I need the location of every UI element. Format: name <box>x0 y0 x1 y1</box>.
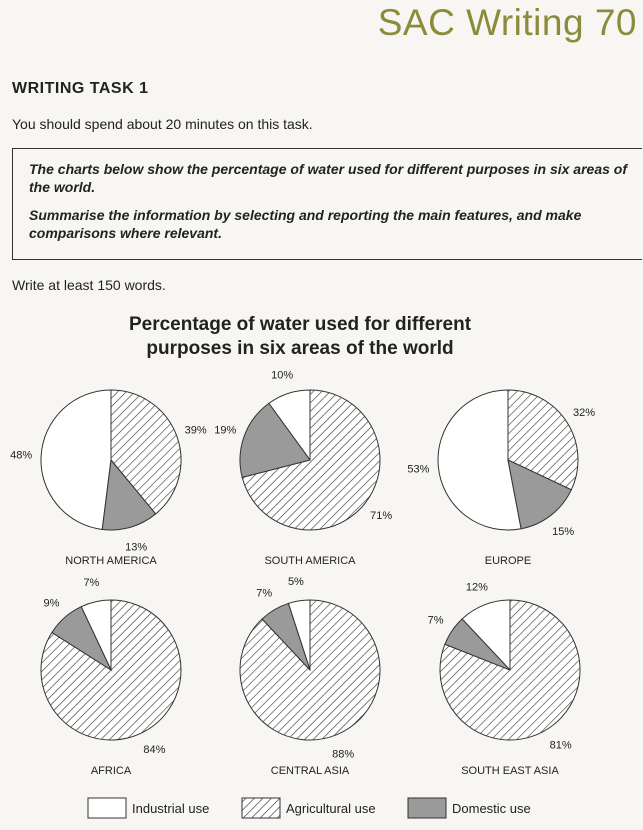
region-label: EUROPE <box>485 555 531 567</box>
data-label: 5% <box>288 576 304 588</box>
slice-domestic-use <box>239 402 311 479</box>
data-label: 53% <box>407 464 429 476</box>
pie-central-asia: 5% 88% 7% CENTRAL ASIA <box>239 576 381 777</box>
legend-swatch <box>407 797 447 819</box>
data-label: 7% <box>256 588 272 600</box>
region-label: CENTRAL ASIA <box>271 765 350 777</box>
data-label: 15% <box>552 526 574 538</box>
data-label: 71% <box>370 510 392 522</box>
legend-swatch <box>87 797 127 819</box>
slice-domestic-use <box>444 618 511 671</box>
legend-item-agricultural-use: Agricultural use <box>241 797 376 819</box>
time-instruction: You should spend about 20 minutes on thi… <box>12 116 313 132</box>
prompt-instruction: Summarise the information by selecting a… <box>29 207 582 241</box>
pie-south-america: 10% 71% 19% SOUTH AMERICA <box>214 369 392 567</box>
data-label: 39% <box>185 425 207 437</box>
slice-domestic-use <box>261 602 311 671</box>
pie-europe: 53% 32% 15% EUROPE <box>407 389 595 567</box>
slice-agricultural-use <box>110 389 182 515</box>
data-label: 84% <box>143 744 165 756</box>
region-label: SOUTH AMERICA <box>264 555 356 567</box>
legend-label: Industrial use <box>132 801 209 816</box>
slice-agricultural-use <box>507 389 579 491</box>
slice-domestic-use <box>101 458 157 531</box>
data-label: 81% <box>550 739 572 751</box>
prompt-box: The charts below show the percentage of … <box>12 148 642 260</box>
data-label: 10% <box>271 369 293 381</box>
slice-industrial-use <box>40 389 112 531</box>
data-label: 32% <box>573 407 595 419</box>
pie-south-east-asia: 12% 81% 7% SOUTH EAST ASIA <box>428 581 581 777</box>
data-label: 9% <box>44 598 60 610</box>
data-label: 12% <box>466 581 488 593</box>
region-label: AFRICA <box>91 765 132 777</box>
legend-swatch <box>241 797 281 819</box>
legend-label: Agricultural use <box>286 801 376 816</box>
legend-item-domestic-use: Domestic use <box>407 797 531 819</box>
task-title: WRITING TASK 1 <box>12 80 149 97</box>
word-count-instruction: Write at least 150 words. <box>12 277 166 293</box>
chart-title: Percentage of water used for different p… <box>128 314 472 359</box>
pie-africa: 7% 84% 9% AFRICA <box>40 577 182 777</box>
region-label: SOUTH EAST ASIA <box>461 765 559 777</box>
legend-label: Domestic use <box>452 801 531 816</box>
slice-domestic-use <box>51 605 113 672</box>
data-label: 19% <box>214 425 236 437</box>
pie-north-america: 48% 39% 13% NORTH AMERICA <box>10 389 207 567</box>
brand-title: SAC Writing 70 <box>377 2 637 43</box>
data-label: 13% <box>125 541 147 553</box>
slice-industrial-use <box>437 389 522 531</box>
region-label: NORTH AMERICA <box>65 555 157 567</box>
data-label: 48% <box>10 449 32 461</box>
data-label: 7% <box>83 577 99 589</box>
data-label: 7% <box>428 614 444 626</box>
legend-item-industrial-use: Industrial use <box>87 797 209 819</box>
slice-agricultural-use <box>241 389 381 531</box>
data-label: 88% <box>332 749 354 761</box>
slice-domestic-use <box>507 459 573 530</box>
prompt-description: The charts below show the percentage of … <box>29 161 627 195</box>
